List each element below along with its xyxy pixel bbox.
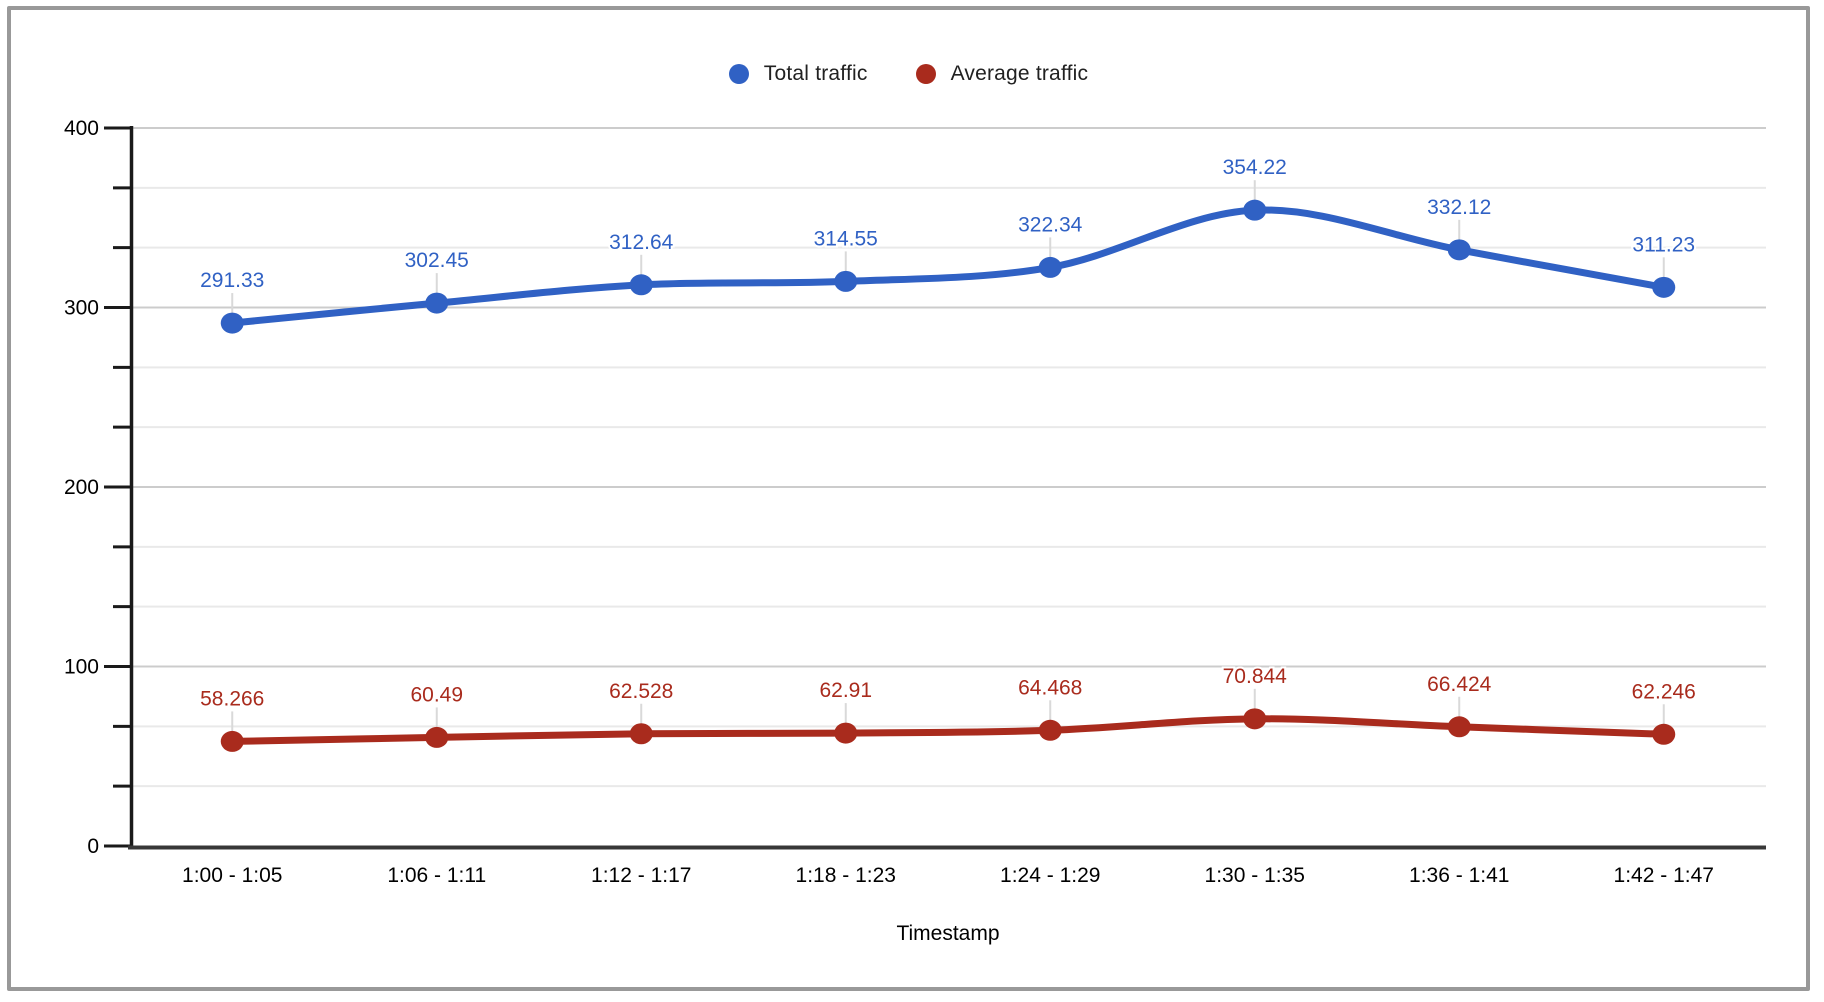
data-point[interactable]: [425, 292, 449, 314]
legend-series-dot-icon: [915, 64, 936, 84]
legend-series-dot-icon: [728, 64, 749, 84]
data-point[interactable]: [834, 270, 858, 292]
legend-item[interactable]: Total traffic: [728, 62, 868, 86]
point-value-label: 302.45: [405, 249, 469, 272]
data-point[interactable]: [1447, 716, 1471, 738]
x-axis-category-label: 1:00 - 1:05: [182, 864, 282, 887]
y-axis-tick-label: 200: [64, 476, 99, 499]
point-value-label: 62.246: [1632, 680, 1696, 703]
point-value-label: 70.844: [1223, 665, 1288, 688]
chart-legend: Total traffic Average traffic: [11, 62, 1806, 86]
data-point[interactable]: [1652, 276, 1676, 298]
point-value-label: 62.91: [819, 679, 872, 702]
point-value-label: 312.64: [609, 231, 674, 254]
series-line: [228, 206, 1668, 327]
series-line: [228, 715, 1668, 745]
data-point[interactable]: [1243, 199, 1267, 221]
data-point[interactable]: [1038, 256, 1062, 278]
point-value-label: 314.55: [814, 227, 878, 250]
data-point[interactable]: [220, 730, 244, 752]
x-axis-category-label: 1:42 - 1:47: [1614, 864, 1714, 887]
x-axis-category-label: 1:24 - 1:29: [1000, 864, 1100, 887]
x-axis-category-label: 1:12 - 1:17: [591, 864, 691, 887]
point-value-label: 311.23: [1632, 233, 1695, 256]
y-axis-tick-label: 0: [87, 835, 99, 858]
y-axis-tick-label: 400: [64, 117, 99, 140]
x-axis-category-label: 1:06 - 1:11: [387, 864, 486, 887]
legend-series-label: Total traffic: [763, 62, 868, 85]
x-axis-category-label: 1:36 - 1:41: [1409, 864, 1509, 887]
legend-series-label: Average traffic: [950, 62, 1089, 85]
y-axis-tick-label: 100: [64, 656, 99, 679]
point-value-label: 58.266: [200, 687, 264, 710]
data-point[interactable]: [1652, 723, 1676, 745]
legend-item[interactable]: Average traffic: [915, 62, 1089, 86]
point-value-label: 64.468: [1018, 676, 1082, 699]
point-value-label: 354.22: [1223, 156, 1287, 179]
x-axis-category-label: 1:18 - 1:23: [796, 864, 896, 887]
point-value-label: 66.424: [1427, 673, 1492, 696]
data-point[interactable]: [1243, 708, 1267, 730]
chart-frame: Total traffic Average traffic 0 100 200 300 4…: [7, 6, 1810, 991]
point-value-label: 291.33: [200, 269, 264, 292]
point-value-label: 60.49: [410, 683, 463, 706]
x-axis-category-label: 1:30 - 1:35: [1205, 864, 1305, 887]
point-value-label: 322.34: [1018, 213, 1083, 236]
data-point[interactable]: [629, 274, 653, 296]
data-point[interactable]: [425, 726, 449, 748]
data-point[interactable]: [220, 312, 244, 334]
data-point[interactable]: [834, 722, 858, 744]
data-point[interactable]: [1038, 719, 1062, 741]
data-point[interactable]: [629, 723, 653, 745]
point-value-label: 332.12: [1427, 196, 1491, 219]
point-value-label: 62.528: [609, 680, 673, 703]
y-axis-tick-label: 300: [64, 297, 99, 320]
x-axis-title: Timestamp: [896, 922, 999, 945]
data-point[interactable]: [1447, 239, 1471, 261]
